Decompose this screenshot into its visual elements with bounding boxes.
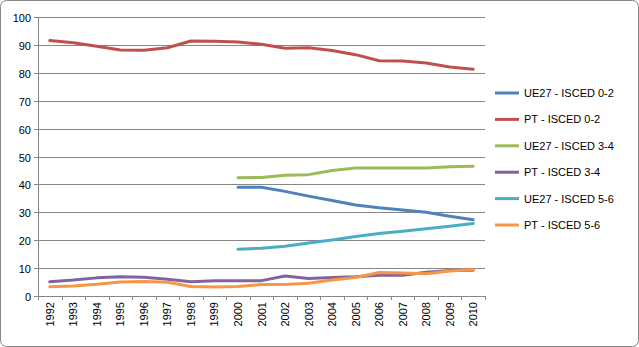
legend-swatch <box>495 92 519 95</box>
x-tick-label: 2006 <box>373 302 385 326</box>
y-tick <box>34 101 38 102</box>
x-tick-label: 2000 <box>232 302 244 326</box>
x-tick <box>179 296 180 300</box>
x-axis <box>38 296 485 297</box>
series-line <box>50 40 473 69</box>
series-line <box>238 166 473 177</box>
legend-label: PT - ISCED 0-2 <box>524 113 600 125</box>
x-tick <box>62 296 63 300</box>
y-tick <box>34 296 38 297</box>
y-tick <box>34 73 38 74</box>
x-tick <box>414 296 415 300</box>
chart-border <box>1 1 639 347</box>
grid-line <box>38 184 485 185</box>
x-tick <box>109 296 110 300</box>
x-tick <box>461 296 462 300</box>
y-tick <box>34 45 38 46</box>
x-tick <box>226 296 227 300</box>
x-tick <box>156 296 157 300</box>
legend-swatch <box>495 224 519 227</box>
grid-line <box>38 17 485 18</box>
x-tick <box>273 296 274 300</box>
x-tick-label: 2007 <box>397 302 409 326</box>
x-tick-label: 2001 <box>256 302 268 326</box>
x-tick <box>320 296 321 300</box>
series-line <box>238 187 473 220</box>
y-axis <box>38 17 39 296</box>
y-tick-label: 20 <box>19 235 31 247</box>
legend-label: PT - ISCED 5-6 <box>524 219 600 231</box>
y-tick-label: 40 <box>19 179 31 191</box>
x-tick-label: 1998 <box>185 302 197 326</box>
x-tick-label: 1999 <box>208 302 220 326</box>
legend-swatch <box>495 144 519 147</box>
x-tick-label: 1995 <box>114 302 126 326</box>
series-line <box>238 223 473 249</box>
legend-swatch <box>495 197 519 200</box>
y-tick <box>34 129 38 130</box>
y-tick <box>34 212 38 213</box>
x-tick-label: 2010 <box>467 302 479 326</box>
legend-label: PT - ISCED 3-4 <box>524 166 600 178</box>
x-tick-label: 1992 <box>44 302 56 326</box>
y-tick <box>34 184 38 185</box>
y-tick-label: 100 <box>13 12 31 24</box>
y-tick <box>34 268 38 269</box>
y-tick-label: 30 <box>19 207 31 219</box>
x-tick <box>203 296 204 300</box>
x-tick-label: 1994 <box>91 302 103 326</box>
x-tick-label: 2008 <box>420 302 432 326</box>
y-tick-label: 10 <box>19 263 31 275</box>
x-tick-label: 1993 <box>67 302 79 326</box>
y-tick-label: 50 <box>19 152 31 164</box>
x-tick-label: 2002 <box>279 302 291 326</box>
y-tick-label: 90 <box>19 40 31 52</box>
x-tick <box>438 296 439 300</box>
grid-line <box>38 268 485 269</box>
x-tick-label: 1997 <box>161 302 173 326</box>
x-tick <box>250 296 251 300</box>
grid-line <box>38 296 485 297</box>
x-tick-label: 1996 <box>138 302 150 326</box>
x-tick <box>38 296 39 300</box>
y-tick-label: 60 <box>19 124 31 136</box>
y-tick-label: 0 <box>25 291 31 303</box>
y-tick-label: 70 <box>19 96 31 108</box>
legend-label: UE27 - ISCED 0-2 <box>524 87 614 99</box>
x-tick-label: 2004 <box>326 302 338 326</box>
x-tick <box>485 296 486 300</box>
y-tick <box>34 17 38 18</box>
y-tick <box>34 240 38 241</box>
legend-label: UE27 - ISCED 3-4 <box>524 140 614 152</box>
x-tick-label: 2003 <box>303 302 315 326</box>
grid-line <box>38 73 485 74</box>
legend-label: UE27 - ISCED 5-6 <box>524 193 614 205</box>
legend-swatch <box>495 171 519 174</box>
grid-line <box>38 129 485 130</box>
x-tick <box>132 296 133 300</box>
x-tick <box>367 296 368 300</box>
x-tick-label: 2009 <box>444 302 456 326</box>
series-group <box>50 40 473 287</box>
legend-swatch <box>495 118 519 121</box>
y-tick-label: 80 <box>19 68 31 80</box>
x-tick-label: 2005 <box>350 302 362 326</box>
x-tick <box>297 296 298 300</box>
x-tick <box>344 296 345 300</box>
y-tick <box>34 157 38 158</box>
x-tick <box>391 296 392 300</box>
grid-line <box>38 240 485 241</box>
chart: 0 10 20 30 40 50 60 70 80 90 100 1992 1993 1994 1995 19… <box>0 0 639 347</box>
series-line <box>50 270 473 288</box>
grid-line <box>38 157 485 158</box>
x-tick <box>85 296 86 300</box>
grid-line <box>38 101 485 102</box>
